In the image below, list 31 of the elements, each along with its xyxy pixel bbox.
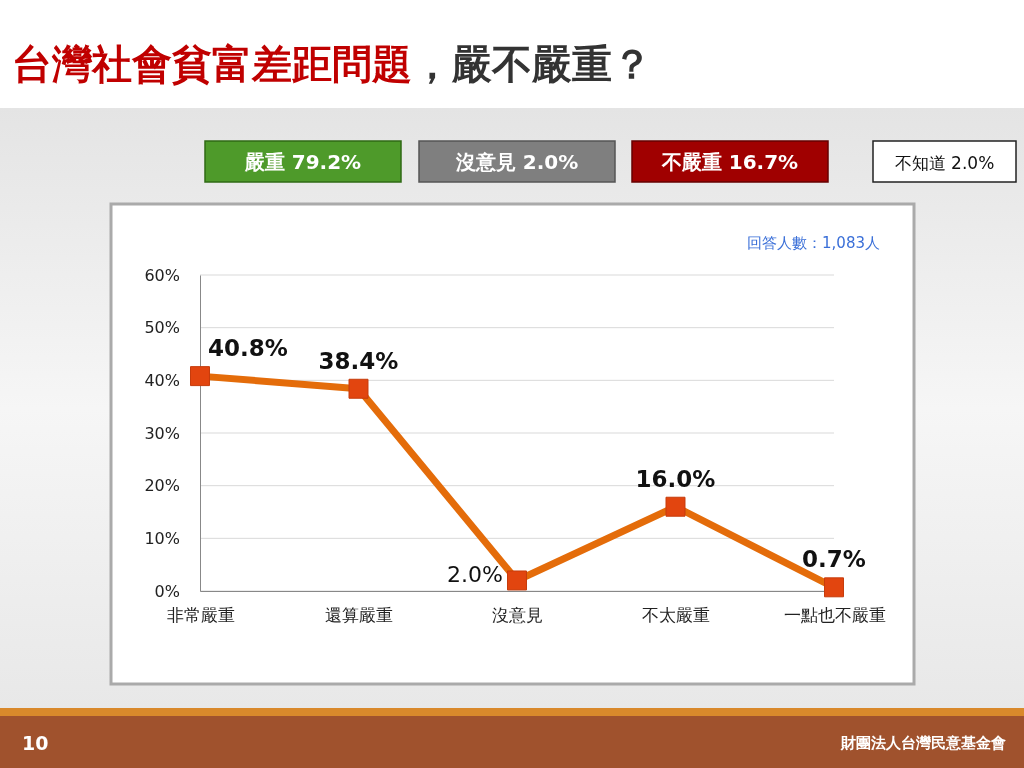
text: 不知道 2.0% bbox=[894, 153, 995, 173]
x-tick-label: 沒意見 bbox=[492, 605, 543, 626]
data-label: 16.0% bbox=[635, 465, 716, 492]
text: 財團法人台灣民意基金會 bbox=[840, 734, 1006, 752]
x-tick-label: 還算嚴重 bbox=[325, 605, 393, 626]
y-tick-label: 20% bbox=[144, 476, 180, 496]
data-label: 0.7% bbox=[802, 546, 866, 573]
data-label: 38.4% bbox=[318, 347, 399, 374]
text: 沒意見 2.0% bbox=[454, 150, 579, 174]
x-tick-label: 不太嚴重 bbox=[642, 605, 710, 626]
data-label: 40.8% bbox=[208, 335, 288, 362]
point bbox=[665, 496, 686, 517]
point bbox=[348, 378, 369, 399]
x-tick-label: 一點也不嚴重 bbox=[783, 605, 886, 626]
point bbox=[824, 577, 844, 598]
y-tick-label: 30% bbox=[144, 423, 180, 443]
chart-subtitle: ，嚴不嚴重？ bbox=[412, 41, 652, 87]
y-tick-label: 50% bbox=[144, 318, 180, 338]
y-tick-label: 60% bbox=[144, 265, 180, 285]
text: 嚴重 79.2% bbox=[243, 150, 362, 174]
point bbox=[507, 570, 527, 591]
y-tick-label: 40% bbox=[144, 370, 180, 390]
chart-title: 台灣社會貧富差距問題 bbox=[12, 41, 412, 87]
data-label: 2.0% bbox=[447, 562, 503, 588]
text: 不嚴重 16.7% bbox=[660, 150, 799, 174]
y-tick-label: 10% bbox=[144, 528, 180, 548]
y-tick-label: 0% bbox=[154, 581, 180, 601]
text: 回答人數：1,083人 bbox=[747, 234, 880, 252]
point bbox=[190, 366, 210, 387]
text: 10 bbox=[22, 732, 49, 754]
x-tick-label: 非常嚴重 bbox=[166, 605, 235, 626]
